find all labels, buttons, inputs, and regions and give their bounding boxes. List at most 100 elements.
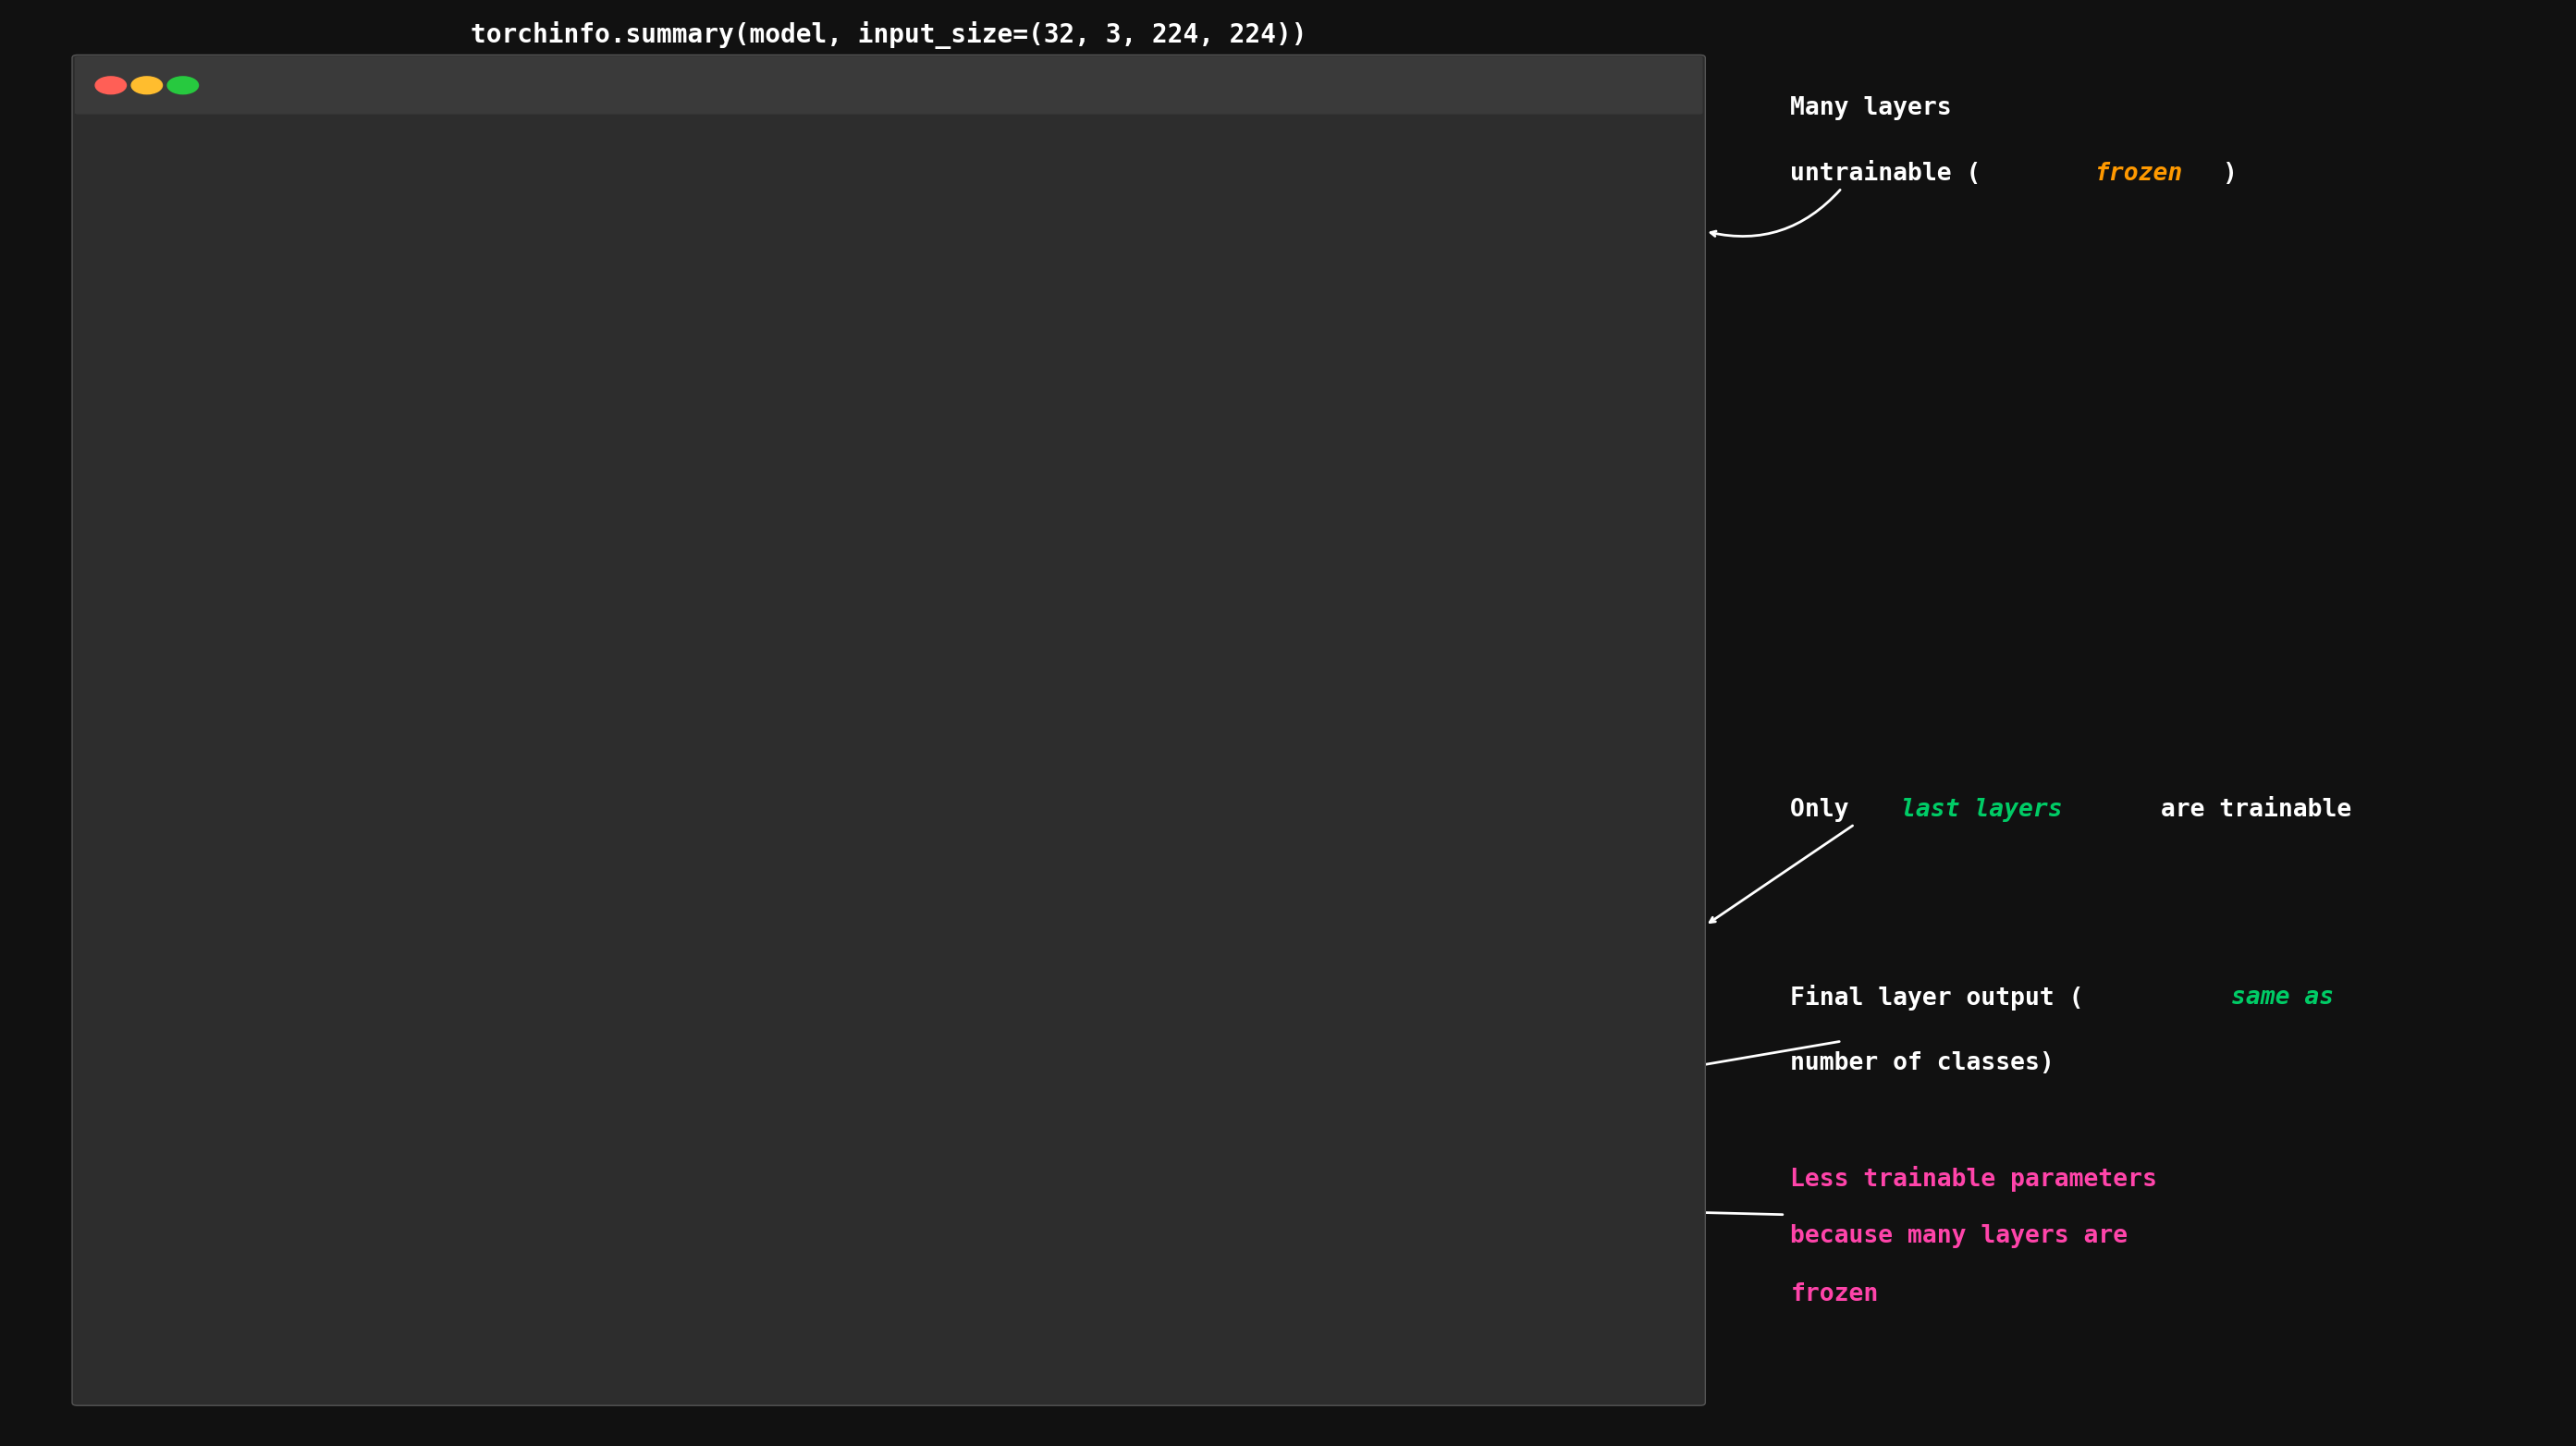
Text: |   └MBConv (2): | └MBConv (2) (98, 713, 229, 727)
Text: (587,952): (587,952) (1182, 788, 1244, 800)
Text: └Linear (1): └Linear (1) (98, 1083, 201, 1095)
Text: --: -- (716, 198, 729, 211)
Text: [32, 192, 7, 7]: [32, 192, 7, 7] (716, 886, 819, 898)
Text: False: False (1406, 714, 1440, 726)
Text: [32, 40, 28, 28]: [32, 40, 28, 28] (956, 469, 1066, 480)
Text: --: -- (1182, 223, 1195, 236)
Text: [32, 1280, 1, 1]: [32, 1280, 1, 1] (956, 1009, 1066, 1021)
Text: (587,952): (587,952) (1182, 813, 1244, 824)
Text: --: -- (1406, 321, 1419, 333)
Text: False: False (1406, 493, 1440, 505)
Text: --: -- (1182, 1058, 1195, 1070)
Text: [32, 32, 112, 112]: [32, 32, 112, 112] (716, 321, 840, 333)
Text: (10,710): (10,710) (1182, 444, 1236, 455)
Text: |   └MBConv (1): | └MBConv (1) (98, 516, 229, 531)
Text: [32, 3, 224, 224]: [32, 3, 224, 224] (716, 247, 835, 260)
Text: [32, 32, 112, 112]: [32, 32, 112, 112] (716, 370, 840, 382)
Text: [32, 1280, 7, 7]: [32, 1280, 7, 7] (956, 911, 1066, 923)
Text: [32, 192, 7, 7]: [32, 192, 7, 7] (956, 788, 1061, 800)
Text: [32, 112, 14, 14]: [32, 112, 14, 14] (956, 714, 1074, 726)
Text: False: False (1406, 247, 1440, 260)
Text: [32, 3, 224, 224]: [32, 3, 224, 224] (716, 272, 835, 285)
Text: Output Shape: Output Shape (956, 149, 1041, 162)
Text: [32, 112, 14, 14]: [32, 112, 14, 14] (716, 763, 835, 775)
Text: [32, 80, 14, 14]: [32, 80, 14, 14] (956, 616, 1066, 628)
Text: [32, 192, 7, 7]: [32, 192, 7, 7] (716, 788, 819, 800)
Text: False: False (1406, 444, 1440, 455)
Text: False: False (1406, 739, 1440, 750)
Text: False: False (1406, 370, 1440, 382)
Text: [32, 1280, 7, 7]: [32, 1280, 7, 7] (716, 1009, 827, 1021)
Text: [32, 80, 14, 14]: [32, 80, 14, 14] (716, 591, 827, 603)
Text: [32, 80, 14, 14]: [32, 80, 14, 14] (716, 665, 827, 677)
Text: False: False (1406, 862, 1440, 873)
Text: [32, 112, 14, 14]: [32, 112, 14, 14] (956, 690, 1074, 701)
Text: --: -- (1182, 346, 1195, 357)
Text: [32, 112, 14, 14]: [32, 112, 14, 14] (716, 739, 835, 750)
Text: └ConvNormActivation (0): └ConvNormActivation (0) (98, 247, 286, 260)
Text: Input size (MB): 19.27: Input size (MB): 19.27 (98, 1254, 250, 1267)
Text: False: False (1406, 518, 1440, 529)
Text: [32, 32, 112, 112]: [32, 32, 112, 112] (956, 296, 1082, 309)
Text: (587,952): (587,952) (1182, 837, 1244, 849)
Text: --: -- (1182, 247, 1195, 260)
Text: [32, 192, 7, 7]: [32, 192, 7, 7] (956, 813, 1061, 824)
Text: False: False (1406, 616, 1440, 628)
Text: |   └Conv2d (0): | └Conv2d (0) (98, 272, 229, 285)
Text: [32, 192, 7, 7]: [32, 192, 7, 7] (716, 862, 819, 873)
Text: |   └MBConv (0): | └MBConv (0) (98, 762, 229, 777)
Text: |   └MBConv (1): | └MBConv (1) (98, 787, 229, 801)
Text: (6,004): (6,004) (1182, 419, 1229, 431)
Text: True: True (1406, 1034, 1435, 1045)
Text: --: -- (1182, 985, 1195, 996)
Text: [32, 3]: [32, 3] (956, 1034, 1005, 1045)
Text: --: -- (1182, 911, 1195, 923)
Text: Trainable: Trainable (1406, 149, 1468, 162)
Text: [32, 16, 112, 112]: [32, 16, 112, 112] (956, 370, 1082, 382)
Text: Final layer output (: Final layer output ( (1790, 985, 2084, 1011)
Text: Total mult-adds (G): 12.31: Total mult-adds (G): 12.31 (98, 1205, 278, 1218)
Text: [32, 1280, 7, 7]: [32, 1280, 7, 7] (956, 985, 1066, 996)
Text: [32, 24, 56, 56]: [32, 24, 56, 56] (716, 493, 827, 505)
Text: |   └SiLU (2): | └SiLU (2) (98, 983, 216, 998)
Text: [32, 1280, 7, 7]: [32, 1280, 7, 7] (956, 936, 1066, 947)
Text: ================================================================================: ========================================… (98, 1231, 755, 1241)
Text: └Dropout (0): └Dropout (0) (98, 1057, 209, 1071)
Text: └Sequential (2): └Sequential (2) (98, 393, 229, 408)
Text: |   └MBConv (1): | └MBConv (1) (98, 688, 229, 703)
Text: (262,492): (262,492) (1182, 763, 1244, 775)
Text: [32, 40, 28, 28]: [32, 40, 28, 28] (716, 542, 827, 554)
Text: [32, 1280, 7, 7]: [32, 1280, 7, 7] (956, 223, 1066, 236)
Text: --: -- (1406, 985, 1419, 996)
Text: [32, 16, 112, 112]: [32, 16, 112, 112] (716, 395, 840, 406)
Text: 3,843: 3,843 (1182, 1083, 1216, 1095)
Text: False: False (1406, 641, 1440, 652)
Text: └ConvNormActivation (8): └ConvNormActivation (8) (98, 911, 286, 923)
Text: (2,560): (2,560) (1182, 960, 1229, 972)
Text: False: False (1406, 690, 1440, 701)
Text: --: -- (1182, 739, 1195, 750)
Text: |   └MBConv (0): | └MBConv (0) (98, 565, 229, 580)
Text: (37,130): (37,130) (1182, 567, 1236, 578)
Text: --: -- (1182, 321, 1195, 333)
Text: |   └MBConv (0): | └MBConv (0) (98, 370, 229, 383)
Text: --: -- (1182, 198, 1195, 211)
Text: |   └SiLU (2): | └SiLU (2) (98, 321, 216, 334)
Text: |   └Conv2d (0): | └Conv2d (0) (98, 934, 229, 949)
Text: number of classes): number of classes) (1790, 1051, 2056, 1074)
Text: True: True (1406, 1058, 1435, 1070)
Text: Trainable params: 3,843: Trainable params: 3,843 (98, 1157, 258, 1168)
Text: [32, 80, 14, 14]: [32, 80, 14, 14] (956, 567, 1066, 578)
Text: (15,350): (15,350) (1182, 493, 1236, 505)
Text: [32, 16, 112, 112]: [32, 16, 112, 112] (956, 346, 1082, 357)
Text: ): ) (2223, 162, 2239, 185)
Text: False: False (1406, 591, 1440, 603)
Text: (1,448): (1,448) (1182, 370, 1229, 382)
Text: [32, 112, 14, 14]: [32, 112, 14, 14] (716, 714, 835, 726)
Text: [32, 32, 112, 112]: [32, 32, 112, 112] (716, 346, 840, 357)
Text: (102,900): (102,900) (1182, 616, 1244, 628)
Text: are trainable: are trainable (2146, 798, 2352, 821)
Text: |   └BatchNorm2d (1): | └BatchNorm2d (1) (98, 296, 265, 309)
Text: Many layers: Many layers (1790, 97, 1953, 120)
Text: [32, 40, 28, 28]: [32, 40, 28, 28] (956, 518, 1066, 529)
